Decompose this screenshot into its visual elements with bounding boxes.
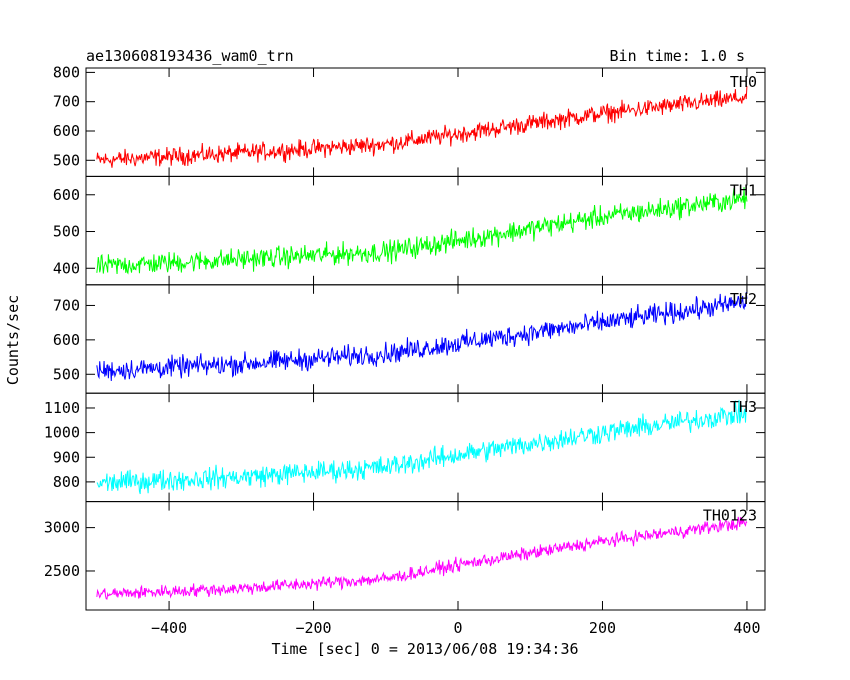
series-line-th3 <box>96 399 748 495</box>
chart-title: ae130608193436_wam0_trn <box>86 47 294 65</box>
x-tick-label: 0 <box>453 619 462 637</box>
y-tick-label: 700 <box>53 93 80 111</box>
y-axis-label: Counts/sec <box>4 295 22 385</box>
y-tick-label: 600 <box>53 186 80 204</box>
y-tick-label: 2500 <box>44 562 80 580</box>
x-tick-label: 200 <box>589 619 616 637</box>
y-tick-label: 600 <box>53 331 80 349</box>
y-tick-label: 1000 <box>44 424 80 442</box>
panel-label-th2: TH2 <box>730 290 757 308</box>
x-tick-label: −400 <box>151 619 187 637</box>
y-tick-label: 700 <box>53 296 80 314</box>
panel-frame-th0123 <box>85 501 766 611</box>
panels-group: 500 600 700 800 TH0 400 500 600 TH1 500 600 700 TH2 8… <box>44 63 766 637</box>
x-tick-label: −200 <box>295 619 331 637</box>
y-tick-label: 3000 <box>44 519 80 537</box>
bin-time-label: Bin time: 1.0 s <box>610 47 745 65</box>
y-tick-label: 900 <box>53 448 80 466</box>
panel-label-th1: TH1 <box>730 181 757 199</box>
y-tick-label: 800 <box>53 63 80 81</box>
series-line-th0123 <box>96 516 748 600</box>
y-tick-label: 500 <box>53 223 80 241</box>
y-tick-label: 500 <box>53 365 80 383</box>
y-tick-label: 400 <box>53 259 80 277</box>
panel-frame-th1 <box>85 175 766 286</box>
x-tick-label: 400 <box>733 619 760 637</box>
panel-label-th0: TH0 <box>730 73 757 91</box>
y-tick-label: 800 <box>53 473 80 491</box>
series-line-th2 <box>96 292 748 382</box>
series-line-th1 <box>96 187 748 275</box>
panel-frame-th2 <box>85 284 766 394</box>
panel-frame-th3 <box>85 392 766 503</box>
y-tick-label: 1100 <box>44 399 80 417</box>
series-line-th0 <box>96 86 748 168</box>
x-axis-label: Time [sec] 0 = 2013/06/08 19:34:36 <box>271 640 578 658</box>
panel-label-th0123: TH0123 <box>703 507 757 525</box>
y-tick-label: 500 <box>53 151 80 169</box>
panel-label-th3: TH3 <box>730 398 757 416</box>
y-tick-label: 600 <box>53 122 80 140</box>
